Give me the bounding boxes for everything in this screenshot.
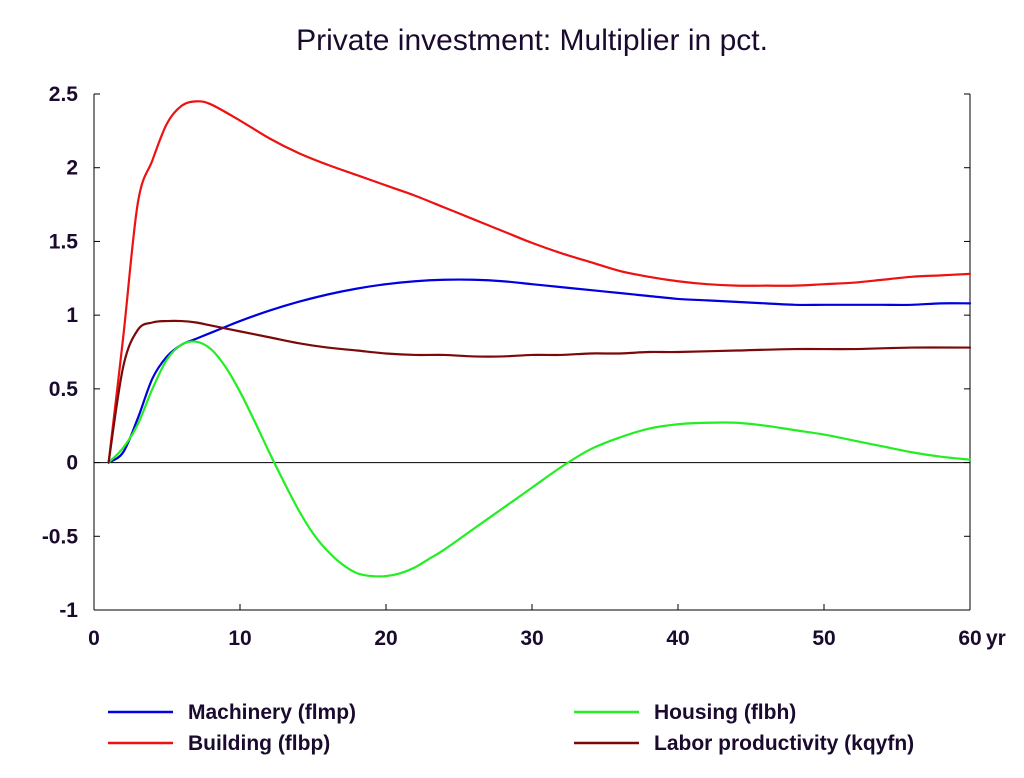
series-line-housing <box>107 340 972 578</box>
legend-label: Housing (flbh) <box>654 701 796 724</box>
legend-label: Machinery (flmp) <box>188 701 356 724</box>
y-tick-label: 2.5 <box>49 83 79 106</box>
x-tick-label: 40 <box>666 627 689 650</box>
y-tick-label: 1.5 <box>49 230 79 253</box>
series-line-machinery <box>107 278 972 464</box>
legend-item-housing: Housing (flbh) <box>574 701 796 724</box>
x-tick-label: 10 <box>228 627 251 650</box>
legend-item-labor-productivity: Labor productivity (kqyfn) <box>574 732 914 755</box>
y-tick-label: 2 <box>66 157 78 180</box>
tick-labels: -1 -0.5 0 0.5 1 1.5 2 2.5 0 10 20 30 40 50 60 yr <box>42 83 1006 650</box>
y-tick-label: 1 <box>66 304 78 327</box>
x-tick-label: 30 <box>520 627 543 650</box>
legend: Machinery (flmp) Housing (flbh) Building (… <box>108 701 914 755</box>
x-tick-label: 20 <box>374 627 397 650</box>
x-tick-label: 60 <box>958 627 981 650</box>
legend-label: Building (flbp) <box>188 732 330 755</box>
y-tick-label: -0.5 <box>42 525 79 548</box>
y-tick-label: 0.5 <box>49 378 79 401</box>
x-tick-label: 50 <box>812 627 835 650</box>
series-line-building <box>107 100 972 464</box>
legend-label: Labor productivity (kqyfn) <box>654 732 914 755</box>
series-line-labor-productivity <box>107 319 972 464</box>
x-unit-label: yr <box>986 627 1006 650</box>
y-tick-label: -1 <box>59 599 78 622</box>
chart-title: Private investment: Multiplier in pct. <box>296 24 768 57</box>
series-lines <box>107 100 972 578</box>
y-tick-label: 0 <box>66 452 78 475</box>
x-tick-label: 0 <box>88 627 100 650</box>
legend-item-machinery: Machinery (flmp) <box>108 701 356 724</box>
axes <box>93 93 971 611</box>
legend-item-building: Building (flbp) <box>108 732 330 755</box>
